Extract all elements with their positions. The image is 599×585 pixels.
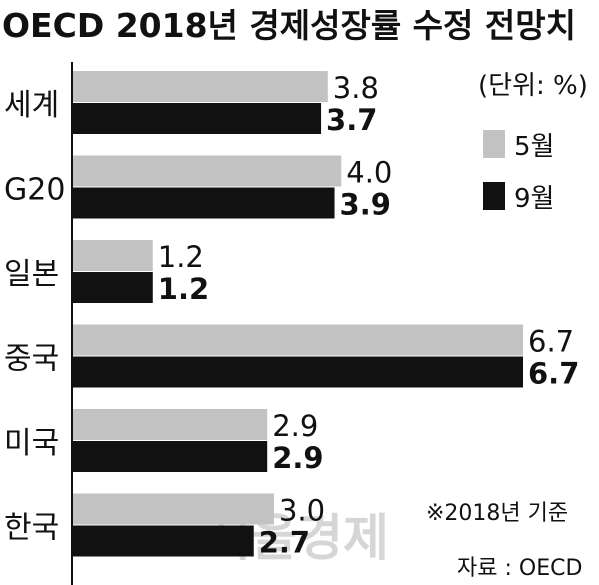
category-label-0: 세계 [4, 88, 59, 123]
bar-sep-3 [72, 356, 523, 388]
bar-sep-0 [72, 103, 322, 134]
value-label-sep-0: 3.7 [326, 103, 377, 137]
value-label-sep-1: 3.9 [340, 188, 391, 222]
value-label-may-3: 6.7 [528, 325, 574, 359]
legend: 5월 9월 [483, 130, 554, 214]
legend-swatch-sep [483, 182, 505, 210]
value-label-sep-4: 2.9 [272, 441, 323, 475]
bar-sep-1 [72, 187, 335, 219]
category-label-2: 일본 [4, 257, 59, 292]
value-label-may-0: 3.8 [333, 71, 379, 105]
bar-may-1 [72, 155, 342, 187]
bar-may-5 [72, 493, 274, 525]
value-label-sep-5: 2.7 [259, 526, 310, 560]
category-label-5: 한국 [4, 511, 59, 546]
bar-may-4 [72, 409, 268, 440]
legend-swatch-may [483, 130, 505, 158]
category-label-1: G20 [4, 173, 65, 208]
bar-sep-2 [72, 272, 153, 303]
bars-group [72, 71, 523, 557]
labels-group: 3.83.7 세계 4.03.9 G20 1.21.2 일본 6.76.7 중국 2.92.9 미… [4, 71, 579, 560]
bar-may-0 [72, 71, 328, 102]
source-note: 자료 : OECD [457, 556, 582, 581]
bar-sep-5 [72, 525, 254, 557]
legend-label-sep: 9월 [514, 184, 554, 214]
value-label-may-5: 3.0 [279, 494, 325, 528]
value-label-sep-2: 1.2 [158, 272, 209, 306]
bar-sep-4 [72, 441, 268, 472]
unit-note: (단위: %) [478, 71, 588, 101]
category-label-3: 중국 [4, 342, 59, 377]
footnote: ※2018년 기준 [426, 501, 568, 526]
bar-may-3 [72, 324, 523, 356]
bar-may-2 [72, 240, 153, 271]
category-label-4: 미국 [4, 426, 59, 461]
value-label-may-1: 4.0 [346, 156, 392, 190]
legend-label-may: 5월 [514, 132, 554, 162]
value-label-sep-3: 6.7 [528, 357, 579, 391]
chart-title: OECD 2018년 경제성장률 수정 전망치 [2, 6, 576, 45]
value-label-may-2: 1.2 [158, 240, 204, 274]
value-label-may-4: 2.9 [272, 409, 318, 443]
